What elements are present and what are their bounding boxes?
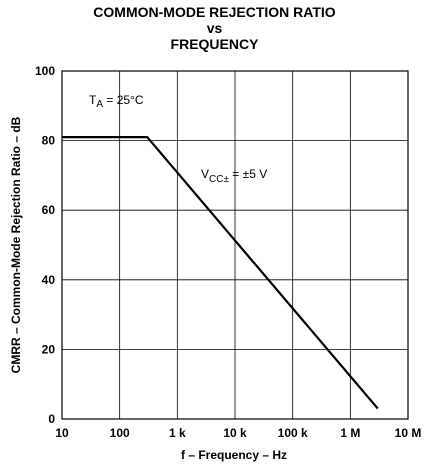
y-tick-label: 100 bbox=[35, 64, 55, 78]
x-tick-label: 1 k bbox=[169, 426, 186, 440]
cmrr-curve bbox=[62, 136, 379, 410]
supply-symbol: V bbox=[201, 167, 209, 181]
y-tick-label: 40 bbox=[42, 273, 56, 287]
supply-voltage-annotation: VCC± = ±5 V bbox=[201, 167, 267, 185]
chart-title-line-1: COMMON-MODE REJECTION RATIO bbox=[93, 4, 336, 20]
x-tick-label: 100 k bbox=[278, 426, 308, 440]
tick-labels: 10 100 1 k 10 k 100 k 1 M 10 M 0 20 40 60 80 100 bbox=[35, 64, 421, 440]
y-axis-label: CMRR – Common-Mode Rejection Ratio – dB bbox=[9, 116, 23, 373]
temperature-annotation: TA = 25°C bbox=[89, 93, 144, 110]
x-tick-label: 1 M bbox=[340, 426, 360, 440]
x-tick-label: 10 M bbox=[395, 426, 422, 440]
supply-value: = ±5 V bbox=[229, 167, 267, 181]
chart-title-line-3: FREQUENCY bbox=[170, 36, 259, 52]
x-tick-label: 100 bbox=[110, 426, 130, 440]
temperature-symbol: T bbox=[89, 93, 97, 107]
temperature-subscript: A bbox=[96, 99, 103, 110]
y-tick-label: 60 bbox=[42, 203, 56, 217]
chart-title-line-2: vs bbox=[206, 20, 223, 36]
x-tick-label: 10 k bbox=[223, 426, 247, 440]
grid bbox=[61, 70, 409, 420]
supply-subscript: CC± bbox=[209, 174, 229, 185]
temperature-value: = 25°C bbox=[103, 93, 144, 107]
plot-frame bbox=[61, 70, 409, 420]
y-tick-label: 20 bbox=[42, 342, 56, 356]
y-tick-label: 0 bbox=[48, 412, 55, 426]
x-tick-label: 10 bbox=[55, 426, 69, 440]
x-axis-label: f – Frequency – Hz bbox=[181, 448, 287, 462]
data-layer bbox=[62, 136, 379, 410]
y-tick-label: 80 bbox=[42, 134, 56, 148]
